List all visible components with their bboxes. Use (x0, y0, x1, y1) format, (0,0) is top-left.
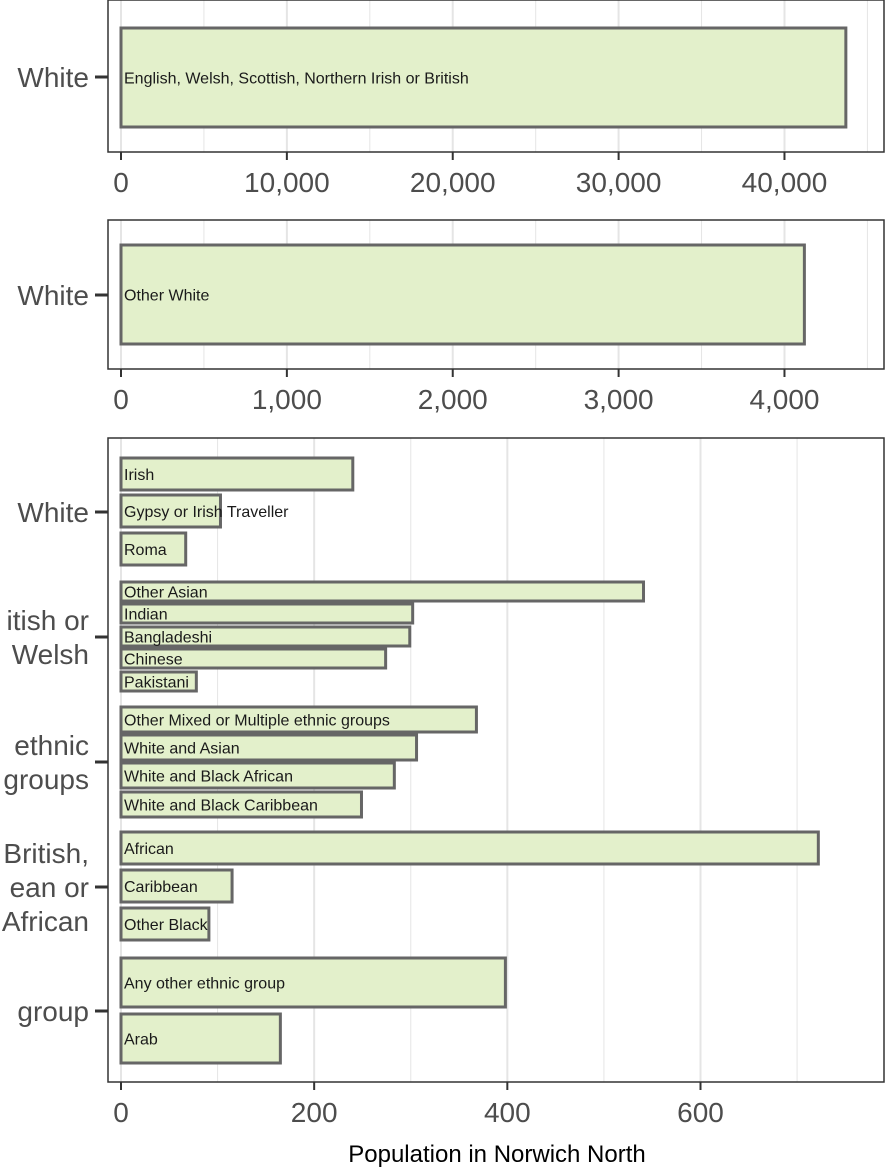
bar-label: Other Asian (124, 585, 208, 602)
bar-label: Other White (124, 288, 209, 305)
bar-caribbean (119, 868, 234, 904)
bar-label: White and Black African (124, 769, 293, 786)
y-axis-group-label: groups (3, 764, 89, 795)
bar-label: English, Welsh, Scottish, Northern Irish… (124, 71, 469, 88)
bar-label: Gypsy or Irish Traveller (124, 504, 289, 521)
bar-other-white (119, 243, 806, 346)
bar-label: Roma (124, 542, 167, 559)
x-tick-label: 0 (113, 167, 129, 198)
x-tick-label: 3,000 (584, 384, 654, 415)
bar-white-and-asian (119, 733, 419, 762)
bar-gypsy-or-irish-traveller (119, 493, 222, 529)
x-tick-label: 400 (484, 1097, 531, 1128)
bar-label: White and Black Caribbean (124, 798, 318, 815)
bar-white-and-black-caribbean (119, 790, 363, 819)
x-tick-label: 0 (113, 1097, 129, 1128)
bar-label: Chinese (124, 652, 183, 669)
x-tick-label: 600 (677, 1097, 724, 1128)
panel-border (107, 437, 885, 1083)
bar-label: Pakistani (124, 675, 189, 692)
y-axis-group-label: African (2, 906, 89, 937)
bar-label: Indian (124, 607, 168, 624)
x-axis-title: Population in Norwich North (348, 1141, 645, 1167)
bar-label: Any other ethnic group (124, 976, 285, 993)
y-axis-group-label: itish or (7, 605, 89, 636)
x-tick-label: 200 (291, 1097, 338, 1128)
bar-other-black (119, 906, 211, 942)
bar-label: Bangladeshi (124, 630, 212, 647)
bar-other-asian (119, 580, 646, 603)
y-axis-group-label: White (17, 62, 89, 93)
bar-roma (119, 531, 188, 567)
bar-african (119, 830, 820, 866)
x-tick-label: 2,000 (418, 384, 488, 415)
x-tick-label: 20,000 (410, 167, 496, 198)
y-axis-group-label: Welsh (12, 639, 89, 670)
bar-white-and-black-african (119, 761, 396, 790)
bar-label: Other Mixed or Multiple ethnic groups (124, 713, 390, 730)
y-axis-group-label: British, (3, 838, 89, 869)
bar-bangladeshi (119, 625, 412, 648)
y-axis-group-label: White (17, 497, 89, 528)
panel-3: Irish Gypsy or Irish Traveller Roma White Ot… (2, 437, 885, 1128)
panel-2: Other White White 0 1,000 2,000 3,000 4,000 (17, 219, 885, 415)
bar-label: White and Asian (124, 741, 240, 758)
bar-english-welsh-scottish-northern-irish-or-british (119, 26, 848, 129)
bar-label: Irish (124, 467, 154, 484)
bar-arab (119, 1012, 282, 1065)
bar-indian (119, 602, 415, 625)
bar-label: Arab (124, 1032, 158, 1049)
x-tick-label: 40,000 (742, 167, 828, 198)
bar-chinese (119, 647, 388, 670)
bar-irish (119, 456, 355, 492)
bar-other-mixed-or-multiple-ethnic-groups (119, 705, 478, 734)
y-axis-group-label: group (17, 996, 89, 1027)
bar-label: Other Black (124, 917, 209, 934)
x-tick-label: 0 (113, 384, 129, 415)
x-tick-label: 30,000 (576, 167, 662, 198)
panel-border (107, 219, 885, 370)
bar-label: Caribbean (124, 879, 198, 896)
x-tick-label: 4,000 (749, 384, 819, 415)
panel-1: English, Welsh, Scottish, Northern Irish… (17, 0, 885, 198)
y-axis-group-label: White (17, 280, 89, 311)
bar-pakistani (119, 670, 198, 693)
x-tick-label: 10,000 (244, 167, 330, 198)
bar-label: African (124, 841, 174, 858)
x-tick-label: 1,000 (252, 384, 322, 415)
y-axis-group-label: ean or (10, 872, 89, 903)
bar-any-other-ethnic-group (119, 956, 507, 1009)
y-axis-group-label: ethnic (14, 730, 89, 761)
panel-border (107, 0, 885, 153)
